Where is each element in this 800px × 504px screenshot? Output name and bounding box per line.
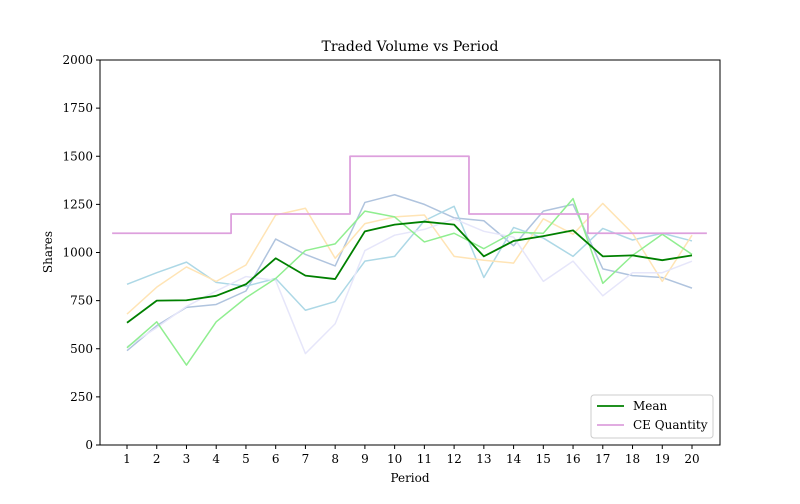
y-tick-label: 500 [70,342,93,356]
y-axis: 0 250 500 750 1000 1250 1500 1750 2000 [62,53,100,452]
series-line-3 [126,202,693,315]
y-tick-label: 750 [70,294,93,308]
x-tick-label: 12 [446,452,461,466]
series-line-ce-quantity [112,155,707,235]
y-tick-label: 0 [85,438,93,452]
x-tick-label: 20 [684,452,699,466]
series-line-2 [126,205,693,311]
legend-label-ce-quantity: CE Quantity [633,418,708,432]
plot-frame [99,59,721,446]
x-tick-label: 18 [625,452,640,466]
x-axis: 1 2 3 4 5 6 7 8 9 10 11 12 13 14 15 16 17 18 19 20 [123,445,700,466]
y-tick-label: 1250 [62,197,93,211]
x-tick-label: 3 [183,452,191,466]
x-tick-label: 13 [476,452,491,466]
x-tick-label: 15 [536,452,551,466]
y-tick-label: 250 [70,390,93,404]
lines-layer [112,155,707,366]
y-axis-label: Shares [41,231,55,273]
x-tick-label: 11 [417,452,432,466]
x-tick-label: 14 [506,452,522,466]
x-tick-label: 8 [331,452,339,466]
series-line-4 [126,218,693,355]
y-tick-label: 2000 [62,53,93,67]
series-line-mean [126,220,693,324]
x-tick-label: 7 [302,452,310,466]
y-tick-label: 1500 [62,149,93,163]
x-tick-label: 6 [272,452,280,466]
series-line-1 [126,194,693,352]
y-tick-label: 1000 [62,246,93,260]
x-tick-label: 5 [242,452,250,466]
series-line-5 [126,197,693,366]
x-tick-label: 2 [153,452,161,466]
chart-title: Traded Volume vs Period [322,39,499,55]
legend: Mean CE Quantity [590,394,714,439]
x-tick-label: 17 [595,452,610,466]
y-tick-label: 1750 [62,101,93,115]
x-tick-label: 4 [212,452,220,466]
legend-label-mean: Mean [633,399,668,413]
x-tick-label: 16 [565,452,580,466]
x-tick-label: 1 [123,452,131,466]
x-tick-label: 19 [655,452,670,466]
x-axis-label: Period [390,471,429,485]
x-tick-label: 10 [387,452,402,466]
x-tick-label: 9 [361,452,369,466]
